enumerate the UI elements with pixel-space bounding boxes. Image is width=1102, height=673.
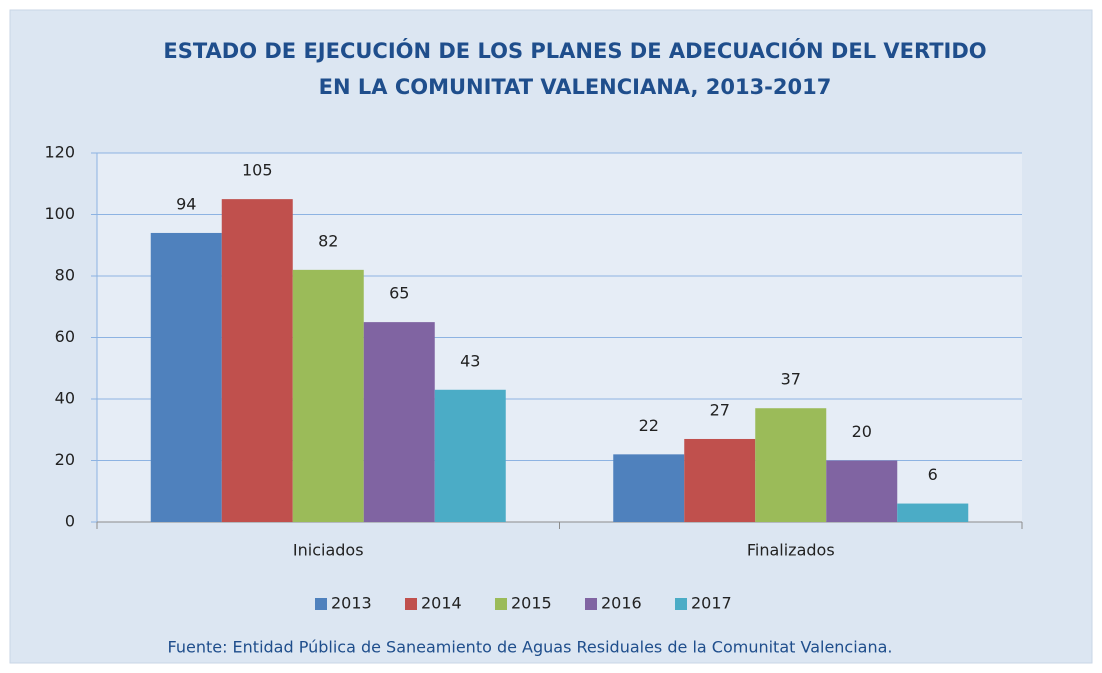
source-note: Fuente: Entidad Pública de Saneamiento d…	[168, 638, 893, 657]
y-tick-label: 80	[55, 266, 75, 285]
data-label: 37	[781, 370, 801, 389]
y-tick-label: 60	[55, 327, 75, 346]
data-label: 20	[852, 422, 872, 441]
legend-label: 2013	[331, 594, 372, 613]
data-label: 43	[460, 351, 480, 370]
legend-swatch	[495, 598, 507, 610]
y-tick-label: 120	[44, 143, 75, 162]
legend-label: 2014	[421, 594, 462, 613]
legend-label: 2017	[691, 594, 732, 613]
bar	[755, 408, 827, 522]
y-tick-label: 0	[65, 512, 75, 531]
y-tick-label: 40	[55, 389, 75, 408]
bar	[434, 389, 506, 522]
legend-label: 2015	[511, 594, 552, 613]
bar	[826, 460, 898, 522]
y-tick-label: 100	[44, 204, 75, 223]
data-label: 94	[176, 194, 196, 213]
bar	[150, 232, 222, 522]
x-tick-label: Finalizados	[747, 541, 835, 560]
data-label: 82	[318, 231, 338, 250]
data-label: 27	[710, 400, 730, 419]
legend-swatch	[405, 598, 417, 610]
data-label: 6	[928, 465, 938, 484]
chart-title: ESTADO DE EJECUCIÓN DE LOS PLANES DE ADE…	[163, 38, 986, 63]
legend-label: 2016	[601, 594, 642, 613]
data-label: 105	[242, 161, 273, 180]
bar	[221, 199, 293, 522]
data-label: 22	[639, 416, 659, 435]
bar	[684, 438, 756, 522]
legend-swatch	[675, 598, 687, 610]
bar	[363, 322, 435, 522]
bar	[613, 454, 685, 522]
bar	[897, 503, 969, 522]
y-tick-label: 20	[55, 450, 75, 469]
legend-swatch	[315, 598, 327, 610]
chart-title: EN LA COMUNITAT VALENCIANA, 2013-2017	[319, 75, 832, 99]
legend-swatch	[585, 598, 597, 610]
x-tick-label: Iniciados	[293, 541, 364, 560]
bar	[292, 269, 364, 522]
data-label: 65	[389, 284, 409, 303]
